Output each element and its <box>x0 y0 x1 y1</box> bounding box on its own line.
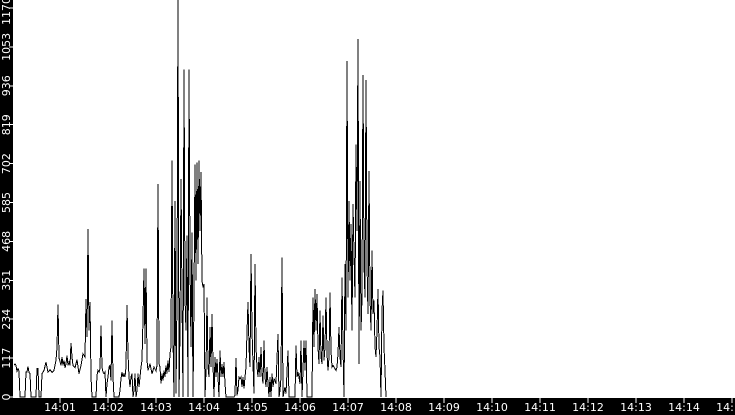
x-axis-tick-label: 14:07 <box>332 401 364 414</box>
x-axis-tick-label: 14:05 <box>236 401 268 414</box>
x-axis-tick-label: 14:09 <box>428 401 460 414</box>
y-axis-tick-label: 117 <box>0 348 13 369</box>
y-axis-tick-label: 936 <box>0 75 13 96</box>
y-axis-tick-label: 468 <box>0 231 13 252</box>
x-axis-bar <box>0 398 735 415</box>
x-axis-tick-label: 14:13 <box>620 401 652 414</box>
y-axis-tick-label: 0 <box>0 394 13 401</box>
series-line <box>13 0 387 398</box>
x-axis-tick-label: 14:06 <box>284 401 316 414</box>
y-axis-tick-label: 702 <box>0 153 13 174</box>
y-axis-tick-label: 1053 <box>0 33 13 61</box>
x-axis-tick-label: 14:10 <box>476 401 508 414</box>
x-axis-tick-label: 14:02 <box>92 401 124 414</box>
x-axis-tick-label: 14:14 <box>668 401 700 414</box>
y-axis-tick-label: 819 <box>0 114 13 135</box>
x-axis-tick-label: 14:08 <box>380 401 412 414</box>
x-axis-tick-label: 14:04 <box>188 401 220 414</box>
x-axis-tick-label: 14:03 <box>140 401 172 414</box>
x-axis-tick-label: 14:12 <box>572 401 604 414</box>
y-axis-tick-label: 234 <box>0 309 13 330</box>
x-axis-tick-label: 14:11 <box>524 401 556 414</box>
x-axis-tick-label: 14:15 <box>716 401 735 414</box>
x-axis-tick-label: 14:01 <box>44 401 76 414</box>
y-axis-tick-label: 351 <box>0 270 13 291</box>
y-axis-tick-label: 1170 <box>0 0 13 25</box>
y-axis-tick-label: 585 <box>0 192 13 213</box>
y-axis-bar <box>0 0 13 415</box>
